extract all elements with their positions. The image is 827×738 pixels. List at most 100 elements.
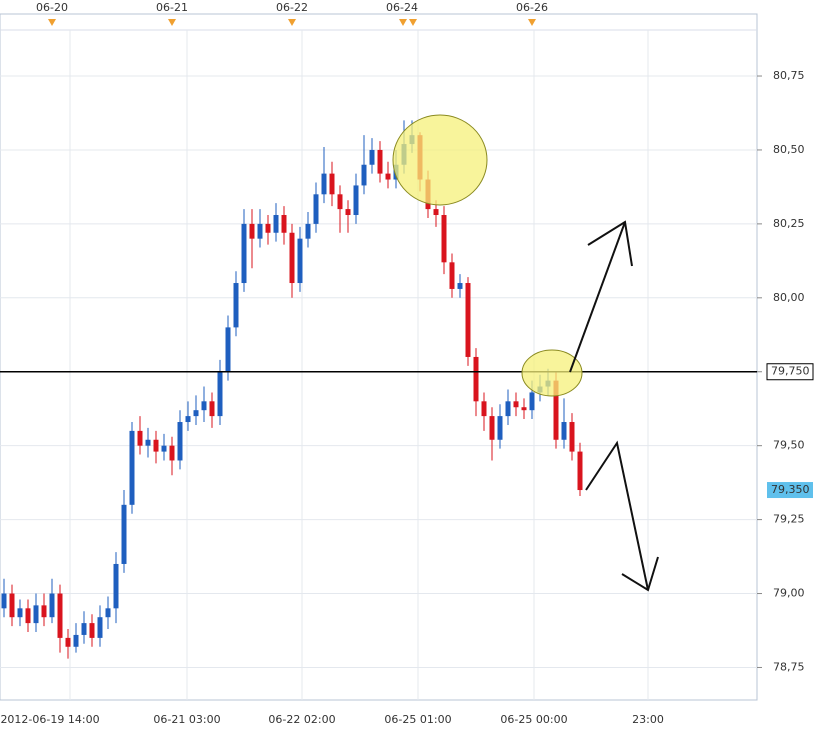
y-tick-label: 80,75 xyxy=(773,69,805,82)
candle-body xyxy=(105,608,111,618)
candle-body xyxy=(337,194,343,210)
level-label-box xyxy=(766,363,814,381)
event-marker xyxy=(399,19,407,26)
candle-body xyxy=(185,416,191,423)
candle-body xyxy=(433,209,439,216)
top-date-label: 06-24 xyxy=(386,1,418,14)
top-date-label: 06-20 xyxy=(36,1,68,14)
candle-body xyxy=(345,209,351,216)
candle-body xyxy=(57,593,63,638)
y-tick-label: 79,50 xyxy=(773,439,805,452)
candle-body xyxy=(257,223,263,239)
candle-body xyxy=(529,392,535,411)
candle-body xyxy=(513,401,519,408)
candle-body xyxy=(273,215,279,233)
x-tick-label: 06-22 02:00 xyxy=(268,713,335,726)
candle-body xyxy=(41,605,47,618)
candle-body xyxy=(1,593,7,609)
candle-body xyxy=(321,173,327,195)
candle-body xyxy=(305,223,311,239)
candle-body xyxy=(465,283,471,357)
candle-body xyxy=(329,173,335,195)
highlight-circle xyxy=(521,349,583,397)
candle-body xyxy=(265,223,271,233)
candle-body xyxy=(441,215,447,263)
event-marker xyxy=(288,19,296,26)
candle-body xyxy=(289,232,295,284)
candle-body xyxy=(377,149,383,174)
candle-body xyxy=(281,215,287,233)
candle-body xyxy=(449,262,455,289)
highlight-circle xyxy=(392,114,488,206)
candle-body xyxy=(313,194,319,224)
event-marker xyxy=(409,19,417,26)
y-tick-label: 78,75 xyxy=(773,660,805,673)
arrow-down xyxy=(585,440,649,591)
y-tick-label: 79,00 xyxy=(773,587,805,600)
y-tick-label: 80,00 xyxy=(773,291,805,304)
x-tick-label: 23:00 xyxy=(632,713,664,726)
candle-body xyxy=(73,634,79,647)
candle-body xyxy=(361,164,367,186)
candle-body xyxy=(249,223,255,239)
candle-body xyxy=(521,407,527,411)
top-date-label: 06-26 xyxy=(516,1,548,14)
candle-body xyxy=(481,401,487,417)
candle-body xyxy=(9,593,15,618)
event-marker xyxy=(48,19,56,26)
candle-body xyxy=(17,608,23,618)
x-tick-label: 06-25 01:00 xyxy=(384,713,451,726)
y-tick-label: 80,50 xyxy=(773,143,805,156)
arrow-head xyxy=(621,556,659,592)
candle-body xyxy=(121,504,127,564)
candle-body xyxy=(473,356,479,402)
level-label: 79,750 xyxy=(771,365,810,378)
arrow-up xyxy=(569,221,626,373)
last-price-label: 79,350 xyxy=(771,483,810,496)
y-tick-label: 79,25 xyxy=(773,513,805,526)
candle-body xyxy=(241,223,247,284)
candle-body xyxy=(201,401,207,411)
arrow-head xyxy=(587,220,633,267)
candle-body xyxy=(193,410,199,417)
last-price-box xyxy=(767,482,813,499)
candle-body xyxy=(97,617,103,638)
candles xyxy=(0,120,757,659)
candle-body xyxy=(553,380,559,440)
candle-body xyxy=(153,439,159,452)
candle-body xyxy=(89,623,95,638)
candle-body xyxy=(169,445,175,461)
y-tick-label: 80,25 xyxy=(773,217,805,230)
x-tick-label: 06-21 03:00 xyxy=(153,713,220,726)
candle-body xyxy=(569,422,575,452)
candle-body xyxy=(497,416,503,440)
candle-body xyxy=(137,430,143,446)
candle-body xyxy=(489,416,495,440)
candle-body xyxy=(225,327,231,372)
candle-body xyxy=(457,283,463,289)
candle-body xyxy=(49,593,55,618)
labels: 80,7580,5080,2580,0079,7579,5079,2579,00… xyxy=(0,1,814,726)
candle-body xyxy=(33,605,39,624)
candle-body xyxy=(385,173,391,180)
candle-body xyxy=(353,185,359,216)
candle-body xyxy=(65,637,71,647)
candle-body xyxy=(129,430,135,505)
candle-body xyxy=(145,439,151,446)
candle-body xyxy=(233,283,239,328)
x-tick-label: 2012-06-19 14:00 xyxy=(0,713,99,726)
annotations xyxy=(392,114,659,592)
candle-body xyxy=(25,608,31,624)
candle-body xyxy=(161,445,167,452)
candle-body xyxy=(177,422,183,461)
candle-body xyxy=(81,623,87,635)
top-date-label: 06-21 xyxy=(156,1,188,14)
candle-body xyxy=(209,401,215,417)
candle-body xyxy=(577,451,583,491)
candle-body xyxy=(217,371,223,417)
candle-body xyxy=(505,401,511,417)
event-marker xyxy=(168,19,176,26)
top-date-label: 06-22 xyxy=(276,1,308,14)
